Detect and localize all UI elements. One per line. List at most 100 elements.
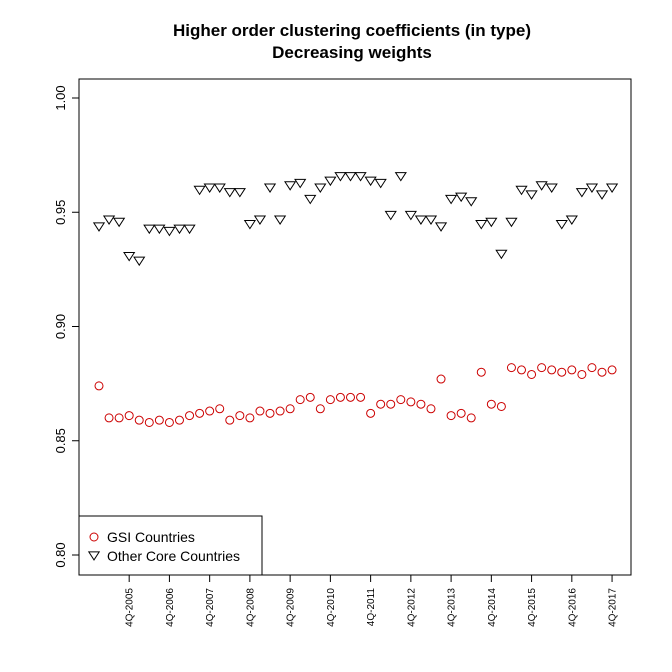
data-point [476,367,486,377]
data-point [154,415,164,425]
x-tick-label: 4Q-2007 [205,588,216,627]
x-tick-label: 4Q-2009 [286,588,297,627]
data-point [153,224,166,235]
data-point [465,197,478,207]
legend-label-other-core: Other Core Countries [107,548,240,564]
data-point [354,172,367,182]
x-tick-label: 4Q-2008 [245,588,256,627]
data-point [575,188,588,198]
data-point [517,365,527,375]
data-point [525,190,538,200]
x-tick-label: 4Q-2016 [567,588,578,627]
legend-marker-gsi [89,532,99,542]
data-point [275,406,285,416]
x-tick-label: 4Q-2011 [366,588,377,627]
data-point [515,185,528,196]
data-point [506,363,516,373]
x-tick-label: 4Q-2013 [447,588,458,627]
data-point [223,188,236,198]
data-point [366,408,376,418]
data-point [455,192,468,203]
data-point [595,190,609,200]
legend: GSI Countries Other Core Countries [78,515,263,576]
data-point [104,413,114,423]
data-point [225,415,235,425]
data-point [414,215,428,225]
data-point [285,404,295,414]
data-point [346,392,355,402]
data-point [404,210,417,221]
data-point [486,399,496,409]
series-gsi-countries [94,363,617,427]
data-point [466,413,476,423]
data-point [416,399,426,409]
data-point [235,411,245,421]
x-tick-label: 4Q-2017 [608,588,619,627]
data-point [565,215,578,225]
y-tick-label: 0.85 [53,428,68,453]
data-point [577,369,587,379]
data-point [376,399,386,409]
data-point [174,415,184,425]
data-point [195,408,205,418]
data-point [215,404,225,414]
data-point [304,194,317,205]
data-point [295,395,305,405]
data-point [193,185,206,196]
chart-title: Higher order clustering coefficients (in… [173,21,531,40]
data-point [324,176,337,187]
data-point [255,406,265,416]
data-point [384,210,397,221]
data-point [273,215,287,225]
data-point [424,215,438,225]
data-point [164,417,174,427]
data-point [92,222,106,232]
data-point [325,395,335,405]
data-point [505,217,518,228]
data-point [394,172,407,182]
y-tick-label: 0.95 [53,200,68,225]
data-point [94,381,104,391]
data-point [567,365,577,375]
x-tick-label: 4Q-2012 [406,588,417,627]
y-tick-label: 1.00 [53,85,68,110]
series-other-core-countries [92,172,619,267]
data-point [607,365,617,375]
data-point [585,183,599,193]
data-point [102,215,116,225]
data-point [605,183,619,193]
data-point [253,215,267,225]
data-point [485,217,498,228]
data-point [203,183,216,193]
data-point [185,411,195,421]
data-point [243,220,257,230]
data-point [205,406,215,416]
data-point [446,411,456,421]
data-point [144,417,154,427]
data-point [344,172,357,182]
data-point [396,395,406,405]
data-point [374,178,387,189]
chart-subtitle: Decreasing weights [272,43,432,62]
data-point [495,249,508,260]
data-point [557,367,567,377]
data-point [114,413,124,423]
data-point [315,404,325,414]
data-point [133,256,146,267]
x-tick-label: 4Q-2014 [487,588,498,627]
data-point [547,365,557,375]
data-point [406,397,416,407]
data-point [555,220,568,230]
data-point [213,183,226,193]
data-point [233,188,246,198]
data-point [173,224,186,235]
data-point [113,217,126,228]
data-point [537,363,547,373]
legend-marker-other-core [87,551,101,561]
x-tick-label: 4Q-2006 [165,588,176,627]
data-point [434,222,448,232]
data-point [335,392,345,402]
data-point [386,399,396,409]
data-point [305,392,315,402]
